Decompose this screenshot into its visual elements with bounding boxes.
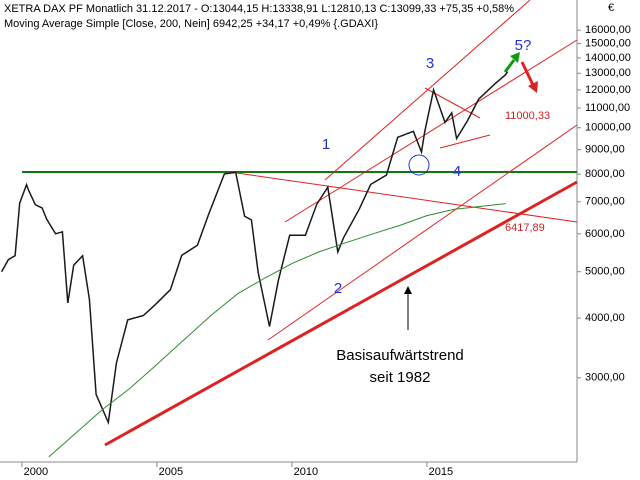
- y-tick-label: 9000,00: [585, 144, 625, 156]
- flag-line: [439, 134, 491, 149]
- marker-circle: [408, 154, 430, 176]
- x-tick-label: 2005: [159, 466, 183, 478]
- arrow-head: [510, 52, 520, 63]
- y-tick-label: 12000,00: [585, 84, 631, 96]
- y-tick-label: 16000,00: [585, 24, 631, 36]
- channel-line: [267, 124, 578, 341]
- y-tick-label: 8000,00: [585, 168, 625, 180]
- wave-label: 3: [426, 55, 434, 72]
- y-tick-label: 14000,00: [585, 52, 631, 64]
- x-tick-label: 2010: [294, 466, 318, 478]
- y-tick-label: 4000,00: [585, 312, 625, 324]
- y-tick-label: 13000,00: [585, 67, 631, 79]
- indicator-label: Moving Average Simple [Close, 200, Nein]…: [4, 18, 378, 30]
- currency-label: €: [608, 2, 614, 14]
- y-tick-label: 15000,00: [585, 37, 631, 49]
- channel-line: [284, 39, 578, 223]
- y-tick-label: 3000,00: [585, 372, 625, 384]
- y-tick-label: 6000,00: [585, 228, 625, 240]
- level-label: 11000,33: [505, 110, 550, 122]
- channel-line: [324, 0, 531, 181]
- series-line: [48, 203, 506, 458]
- arrow-head: [404, 286, 412, 294]
- arrow: [503, 59, 516, 73]
- series-line: [0, 71, 509, 426]
- x-tick-label: 2000: [24, 466, 48, 478]
- y-tick-label: 10000,00: [585, 122, 631, 134]
- wave-label: 4: [453, 163, 461, 180]
- wave-label: 1: [322, 136, 330, 153]
- chart-title: XETRA DAX PF Monatlich 31.12.2017 - O:13…: [4, 3, 514, 15]
- x-tick-label: 2015: [429, 466, 453, 478]
- note: Basisaufwärtstrend: [336, 347, 464, 364]
- note: seit 1982: [370, 369, 431, 386]
- y-tick-label: 7000,00: [585, 196, 625, 208]
- level-label: 6417,89: [505, 222, 545, 234]
- arrow: [520, 61, 535, 86]
- base-trend-line: [104, 180, 578, 447]
- wave-label: 5?: [515, 37, 532, 54]
- wave-label: 2: [334, 280, 342, 297]
- arrow-head: [528, 81, 538, 93]
- y-tick-label: 5000,00: [585, 266, 625, 278]
- y-tick-label: 11000,00: [585, 102, 630, 114]
